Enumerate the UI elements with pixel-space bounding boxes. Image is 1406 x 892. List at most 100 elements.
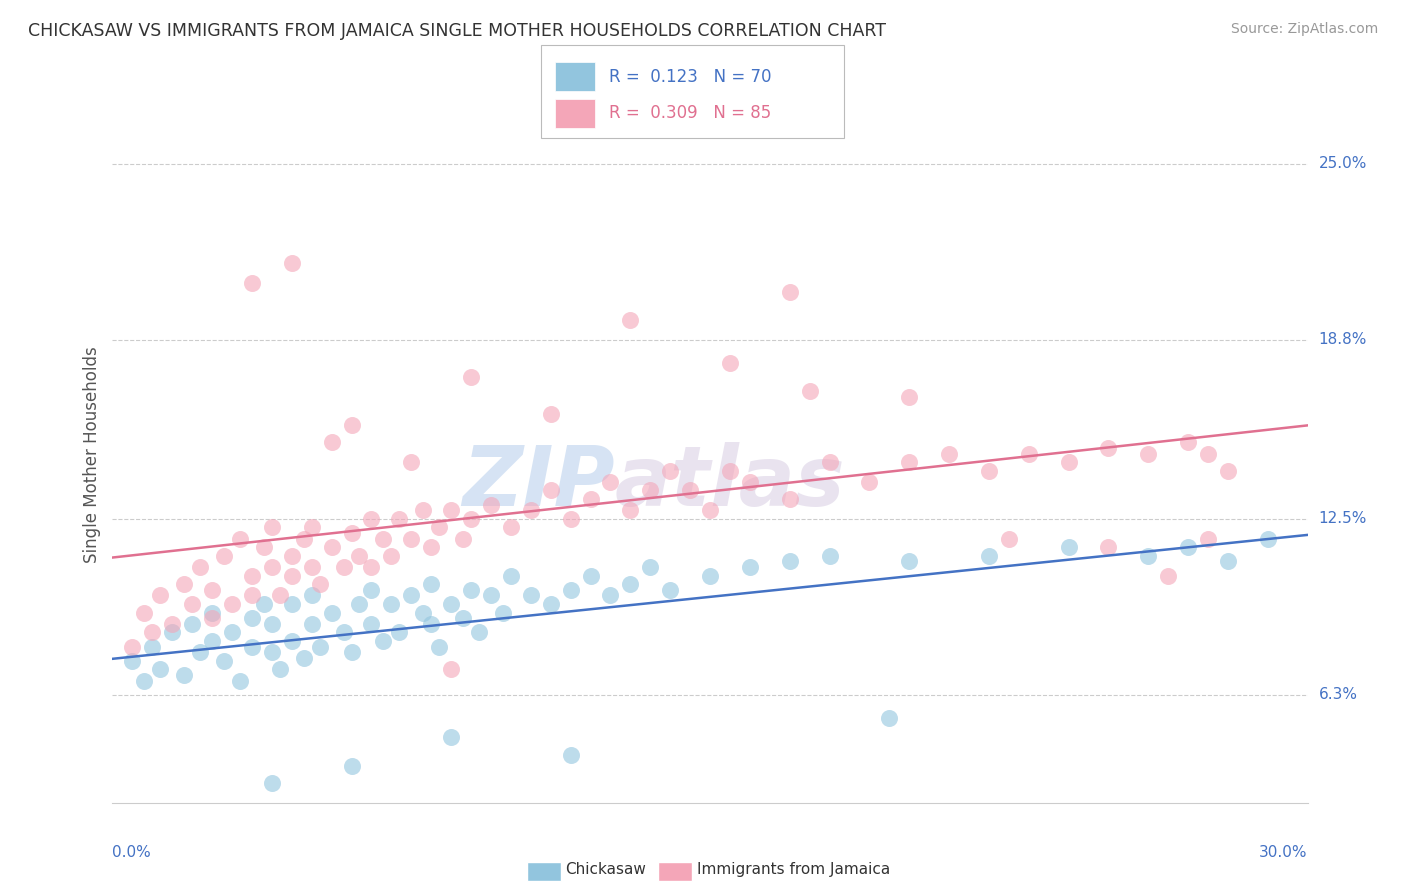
- Point: [520, 503, 543, 517]
- Point: [1257, 532, 1279, 546]
- Point: [659, 464, 682, 478]
- Point: [1177, 435, 1199, 450]
- Y-axis label: Single Mother Households: Single Mother Households: [83, 347, 101, 563]
- Point: [479, 589, 502, 603]
- Point: [440, 503, 463, 517]
- Point: [699, 568, 721, 582]
- Point: [412, 503, 434, 517]
- Point: [638, 560, 662, 574]
- Point: [858, 475, 880, 489]
- Point: [718, 464, 741, 478]
- Point: [738, 475, 761, 489]
- Point: [281, 256, 304, 270]
- Point: [301, 560, 323, 574]
- Point: [977, 549, 1000, 563]
- Text: R =  0.309   N = 85: R = 0.309 N = 85: [609, 104, 770, 122]
- Point: [134, 673, 156, 688]
- Point: [188, 645, 211, 659]
- Point: [201, 606, 224, 620]
- Point: [1097, 441, 1119, 455]
- Point: [340, 759, 363, 773]
- Point: [998, 532, 1021, 546]
- Point: [349, 597, 371, 611]
- Point: [181, 616, 204, 631]
- Point: [340, 418, 363, 433]
- Point: [149, 662, 172, 676]
- Point: [240, 611, 263, 625]
- Point: [898, 455, 921, 469]
- Point: [321, 540, 343, 554]
- Point: [468, 625, 491, 640]
- Point: [173, 577, 195, 591]
- Point: [240, 568, 263, 582]
- Point: [451, 532, 474, 546]
- Text: atlas: atlas: [614, 442, 845, 524]
- Point: [540, 407, 562, 421]
- Point: [201, 634, 224, 648]
- Point: [388, 512, 411, 526]
- Point: [440, 662, 463, 676]
- Point: [718, 356, 741, 370]
- Text: 0.0%: 0.0%: [112, 846, 152, 861]
- Point: [360, 512, 382, 526]
- Point: [401, 532, 423, 546]
- Point: [427, 520, 450, 534]
- Point: [1018, 446, 1040, 460]
- Point: [173, 668, 195, 682]
- Point: [898, 554, 921, 568]
- Point: [520, 589, 543, 603]
- Point: [253, 540, 276, 554]
- Point: [332, 560, 354, 574]
- Point: [260, 520, 283, 534]
- Point: [619, 313, 641, 327]
- Point: [301, 589, 323, 603]
- Point: [360, 616, 382, 631]
- Text: Chickasaw: Chickasaw: [565, 863, 647, 877]
- Text: Source: ZipAtlas.com: Source: ZipAtlas.com: [1230, 22, 1378, 37]
- Point: [212, 654, 235, 668]
- Point: [349, 549, 371, 563]
- Point: [560, 582, 582, 597]
- Point: [440, 597, 463, 611]
- Point: [162, 625, 183, 640]
- Point: [373, 532, 395, 546]
- Point: [181, 597, 204, 611]
- Point: [427, 640, 450, 654]
- Point: [799, 384, 821, 398]
- Text: 30.0%: 30.0%: [1260, 846, 1308, 861]
- Point: [292, 651, 315, 665]
- Point: [1157, 568, 1180, 582]
- Text: 18.8%: 18.8%: [1319, 333, 1367, 347]
- Point: [440, 731, 463, 745]
- Point: [560, 747, 582, 762]
- Text: CHICKASAW VS IMMIGRANTS FROM JAMAICA SINGLE MOTHER HOUSEHOLDS CORRELATION CHART: CHICKASAW VS IMMIGRANTS FROM JAMAICA SIN…: [28, 22, 886, 40]
- Text: 6.3%: 6.3%: [1319, 688, 1358, 702]
- Text: 25.0%: 25.0%: [1319, 156, 1367, 171]
- Point: [141, 640, 163, 654]
- Point: [699, 503, 721, 517]
- Point: [201, 611, 224, 625]
- Point: [229, 673, 252, 688]
- Point: [460, 369, 482, 384]
- Text: ZIP: ZIP: [461, 442, 614, 524]
- Point: [560, 512, 582, 526]
- Point: [149, 589, 172, 603]
- Point: [977, 464, 1000, 478]
- Point: [321, 606, 343, 620]
- Point: [679, 483, 702, 498]
- Point: [479, 498, 502, 512]
- Point: [738, 560, 761, 574]
- Point: [818, 455, 841, 469]
- Point: [401, 589, 423, 603]
- Point: [229, 532, 252, 546]
- Point: [1197, 532, 1219, 546]
- Point: [332, 625, 354, 640]
- Point: [938, 446, 960, 460]
- Point: [420, 616, 443, 631]
- Text: Immigrants from Jamaica: Immigrants from Jamaica: [697, 863, 890, 877]
- Point: [1057, 455, 1080, 469]
- Point: [1197, 446, 1219, 460]
- Text: R =  0.123   N = 70: R = 0.123 N = 70: [609, 68, 772, 86]
- Point: [281, 634, 304, 648]
- Point: [260, 776, 283, 790]
